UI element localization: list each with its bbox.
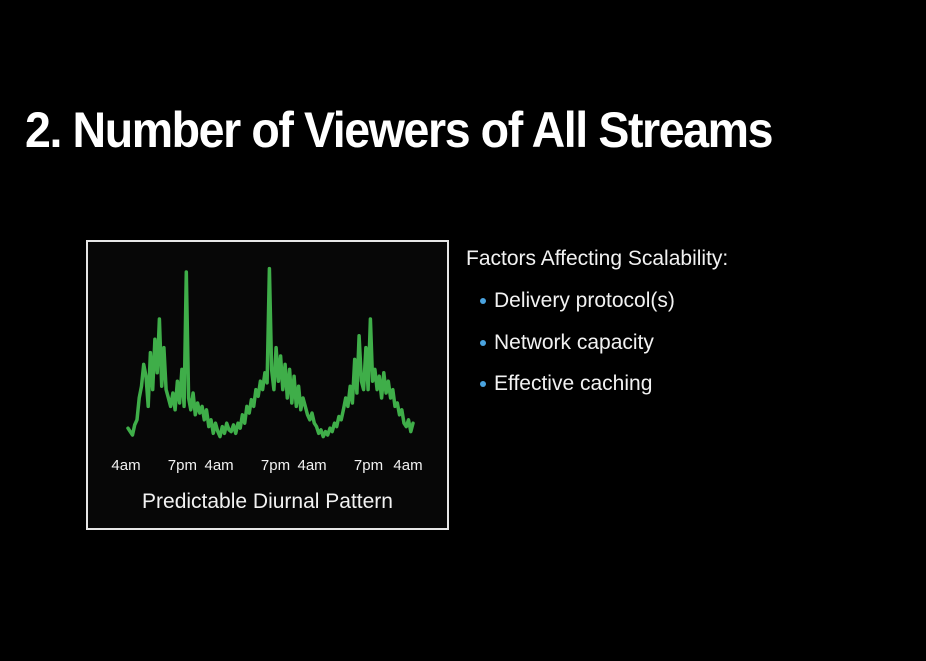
x-tick-label: 4am bbox=[393, 457, 422, 474]
viewers-line-chart: 4am 7pm 4am 7pm 4am 7pm 4am bbox=[111, 266, 423, 474]
factor-item-label: Network capacity bbox=[494, 330, 654, 354]
figure-panel: 4am 7pm 4am 7pm 4am 7pm 4am Predictable Diurna… bbox=[86, 240, 449, 530]
x-tick-label: 4am bbox=[111, 457, 140, 474]
figure-caption: Predictable Diurnal Pattern bbox=[142, 490, 393, 513]
factor-item-label: Effective caching bbox=[494, 372, 653, 395]
x-tick-label: 4am bbox=[298, 457, 327, 474]
bullet-dot-icon bbox=[480, 339, 486, 346]
x-tick-label: 4am bbox=[205, 457, 234, 474]
slide-title: 2. Number of Viewers of All Streams bbox=[25, 102, 774, 158]
bullet-dot-icon bbox=[480, 298, 486, 304]
factor-item: Delivery protocol(s) bbox=[478, 286, 728, 316]
x-tick-label: 7pm bbox=[354, 457, 383, 474]
factor-item: Effective caching bbox=[478, 369, 728, 399]
factors-panel: Factors Affecting Scalability: Delivery … bbox=[466, 244, 728, 399]
bullet-dot-icon bbox=[480, 381, 486, 387]
series-line bbox=[126, 266, 415, 439]
factor-item: Network capacity bbox=[478, 328, 728, 358]
x-tick-label: 7pm bbox=[168, 457, 197, 474]
x-axis-tick-labels: 4am 7pm 4am 7pm 4am 7pm 4am bbox=[111, 457, 422, 474]
factors-list: Delivery protocol(s) Network capacity Ef… bbox=[466, 286, 728, 399]
factors-heading: Factors Affecting Scalability: bbox=[466, 247, 729, 270]
factor-item-label: Delivery protocol(s) bbox=[494, 289, 675, 312]
x-tick-label: 7pm bbox=[261, 457, 290, 474]
